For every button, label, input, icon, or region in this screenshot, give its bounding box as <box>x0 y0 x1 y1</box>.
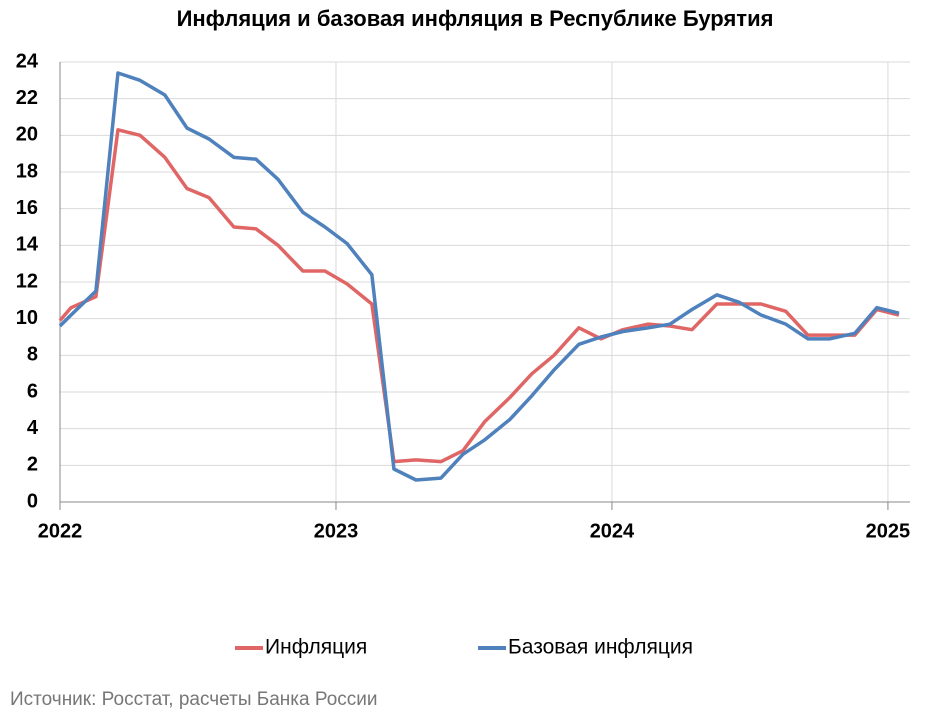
y-tick-label: 24 <box>16 50 39 72</box>
y-tick-label: 2 <box>27 454 38 476</box>
data-line <box>58 128 900 464</box>
x-tick-label: 2025 <box>866 520 911 542</box>
legend-label: Инфляция <box>265 636 367 659</box>
y-tick-label: 22 <box>16 87 38 109</box>
y-tick-label: 20 <box>16 124 38 146</box>
y-tick-label: 14 <box>16 234 39 256</box>
y-tick-label: 18 <box>16 160 38 182</box>
x-tick-label: 2024 <box>590 520 635 542</box>
y-tick-label: 4 <box>27 417 39 439</box>
y-tick-label: 8 <box>27 344 38 366</box>
y-tick-label: 10 <box>16 307 38 329</box>
legend-label: Базовая инфляция <box>508 636 693 659</box>
y-tick-label: 6 <box>27 380 38 402</box>
source-note: Источник: Росстат, расчеты Банка России <box>10 689 378 710</box>
y-tick-label: 0 <box>27 490 38 512</box>
chart-title: Инфляция и базовая инфляция в Республике… <box>177 6 774 31</box>
y-tick-label: 12 <box>16 270 38 292</box>
data-line <box>58 71 900 482</box>
y-tick-label: 16 <box>16 197 38 219</box>
x-tick-label: 2022 <box>38 520 83 542</box>
x-tick-label: 2023 <box>314 520 359 542</box>
